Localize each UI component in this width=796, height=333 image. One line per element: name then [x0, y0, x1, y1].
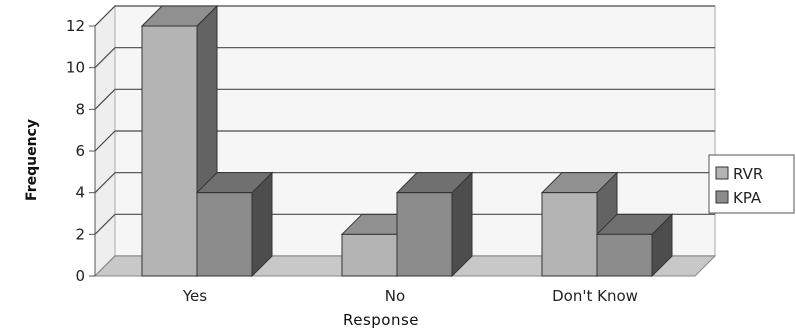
- x-tick-label: No: [385, 287, 405, 305]
- gridline: [94, 213, 715, 235]
- y-tick-label: 2: [75, 225, 85, 243]
- x-axis-label: Response: [343, 311, 419, 329]
- y-tick-label: 10: [66, 59, 85, 77]
- bar-kpa-no: [395, 171, 474, 278]
- legend-label-kpa: KPA: [733, 189, 762, 207]
- y-tick-label: 0: [75, 267, 85, 285]
- y-tick-label: 6: [75, 142, 85, 160]
- y-axis-label: Frequency: [24, 119, 40, 201]
- x-tick-label: Don't Know: [552, 287, 638, 305]
- gridline: [94, 47, 715, 69]
- bar-kpa-don-t-know: [595, 213, 674, 278]
- y-tick-label: 4: [75, 184, 85, 202]
- gridline: [94, 130, 715, 152]
- bars: [140, 4, 674, 278]
- bar-kpa-yes: [195, 171, 274, 278]
- gridlines: [94, 5, 715, 277]
- gridline: [94, 172, 715, 194]
- x-tick-label: Yes: [182, 287, 207, 305]
- gridline: [94, 88, 715, 110]
- y-axis-ticks: 0 2 4 6 8 10 12: [66, 17, 96, 285]
- legend-swatch-kpa: [715, 190, 729, 204]
- y-tick-label: 12: [66, 17, 85, 35]
- legend-swatch-rvr: [715, 166, 729, 180]
- x-axis-ticks: Yes No Don't Know: [182, 287, 638, 305]
- legend-label-rvr: RVR: [733, 165, 763, 183]
- legend: RVR KPA: [708, 154, 795, 214]
- y-tick-label: 8: [75, 100, 85, 118]
- gridline: [94, 5, 715, 27]
